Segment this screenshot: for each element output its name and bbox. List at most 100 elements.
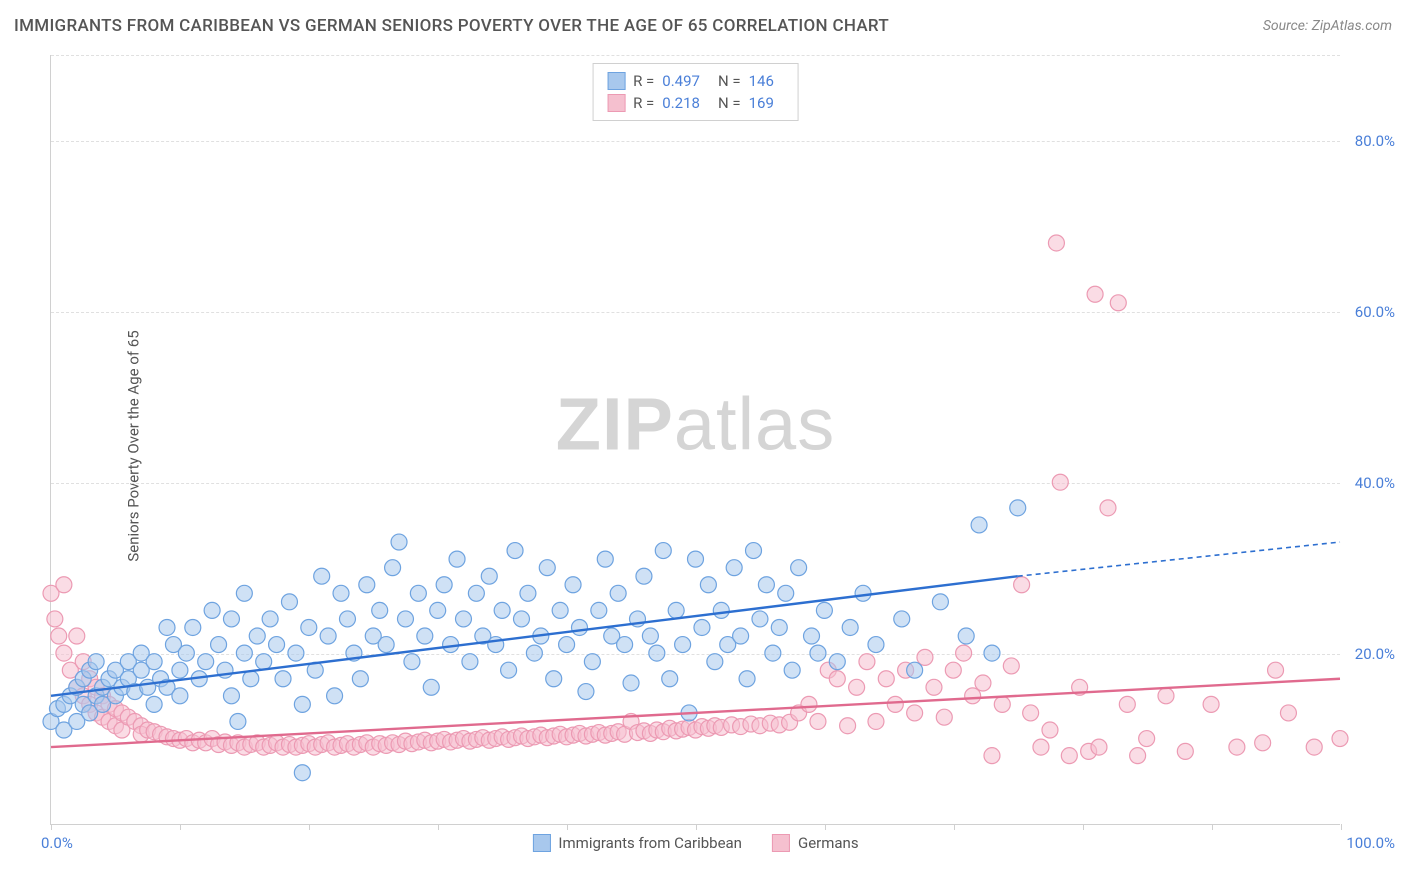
- data-point: [256, 654, 272, 670]
- legend-swatch-1: [772, 834, 790, 852]
- data-point: [249, 628, 265, 644]
- data-point: [56, 645, 72, 661]
- data-point: [984, 645, 1000, 661]
- data-point: [733, 628, 749, 644]
- stat-n-value-1: 169: [749, 94, 774, 112]
- data-point: [236, 645, 252, 661]
- data-point: [859, 654, 875, 670]
- stat-n-label: N =: [718, 72, 741, 90]
- data-point: [288, 645, 304, 661]
- data-point: [146, 696, 162, 712]
- stats-legend: R = 0.497 N = 146 R = 0.218 N = 169: [592, 63, 799, 121]
- x-tick: [438, 824, 439, 830]
- data-point: [436, 577, 452, 593]
- data-point: [172, 688, 188, 704]
- data-point: [327, 688, 343, 704]
- data-point: [468, 585, 484, 601]
- x-tick: [1083, 824, 1084, 830]
- data-point: [926, 679, 942, 695]
- data-point: [69, 628, 85, 644]
- data-point: [610, 585, 626, 601]
- data-point: [810, 645, 826, 661]
- stat-r-value-0: 0.497: [662, 72, 700, 90]
- stat-r-value-1: 0.218: [662, 94, 700, 112]
- x-tick: [51, 824, 52, 830]
- data-point: [243, 671, 259, 687]
- data-point: [198, 654, 214, 670]
- data-point: [397, 611, 413, 627]
- source-label: Source: ZipAtlas.com: [1263, 18, 1392, 34]
- data-point: [47, 611, 63, 627]
- data-point: [462, 654, 478, 670]
- data-point: [965, 688, 981, 704]
- data-point: [1158, 688, 1174, 704]
- data-point: [520, 585, 536, 601]
- data-point: [816, 602, 832, 618]
- data-point: [784, 662, 800, 678]
- scatter-chart-svg: [51, 55, 1340, 824]
- data-point: [507, 543, 523, 559]
- data-point: [791, 560, 807, 576]
- x-tick: [1341, 824, 1342, 830]
- data-point: [1177, 743, 1193, 759]
- data-point: [932, 594, 948, 610]
- data-point: [675, 637, 691, 653]
- data-point: [975, 675, 991, 691]
- data-point: [378, 637, 394, 653]
- data-point: [1091, 739, 1107, 755]
- legend-swatch-0: [532, 834, 550, 852]
- x-tick: [696, 824, 697, 830]
- data-point: [945, 662, 961, 678]
- data-point: [410, 585, 426, 601]
- data-point: [1014, 577, 1030, 593]
- data-point: [994, 696, 1010, 712]
- data-point: [662, 671, 678, 687]
- data-point: [172, 662, 188, 678]
- data-point: [700, 577, 716, 593]
- data-point: [739, 671, 755, 687]
- data-point: [842, 619, 858, 635]
- data-point: [391, 534, 407, 550]
- data-point: [1255, 735, 1271, 751]
- data-point: [294, 696, 310, 712]
- data-point: [894, 611, 910, 627]
- data-point: [359, 577, 375, 593]
- y-tick-label: 60.0%: [1355, 303, 1395, 321]
- data-point: [546, 671, 562, 687]
- data-point: [810, 713, 826, 729]
- data-point: [372, 602, 388, 618]
- x-tick: [567, 824, 568, 830]
- data-point: [878, 671, 894, 687]
- x-tick: [825, 824, 826, 830]
- data-point: [958, 628, 974, 644]
- data-point: [281, 594, 297, 610]
- data-point: [430, 602, 446, 618]
- data-point: [868, 713, 884, 729]
- data-point: [597, 551, 613, 567]
- bottom-legend: Immigrants from Caribbean Germans: [532, 834, 858, 852]
- trend-line-extrapolated: [1018, 542, 1340, 576]
- data-point: [1003, 658, 1019, 674]
- data-point: [584, 654, 600, 670]
- data-point: [868, 637, 884, 653]
- data-point: [849, 679, 865, 695]
- data-point: [971, 517, 987, 533]
- x-tick: [1212, 824, 1213, 830]
- chart-title: IMMIGRANTS FROM CARIBBEAN VS GERMAN SENI…: [14, 16, 889, 36]
- data-point: [559, 637, 575, 653]
- data-point: [1229, 739, 1245, 755]
- data-point: [668, 602, 684, 618]
- data-point: [185, 619, 201, 635]
- data-point: [1119, 696, 1135, 712]
- data-point: [778, 585, 794, 601]
- y-tick-label: 80.0%: [1355, 132, 1395, 150]
- data-point: [801, 696, 817, 712]
- data-point: [1110, 295, 1126, 311]
- data-point: [688, 551, 704, 567]
- x-tick: [954, 824, 955, 830]
- data-point: [771, 619, 787, 635]
- data-point: [829, 654, 845, 670]
- data-point: [455, 611, 471, 627]
- data-point: [1130, 748, 1146, 764]
- data-point: [578, 684, 594, 700]
